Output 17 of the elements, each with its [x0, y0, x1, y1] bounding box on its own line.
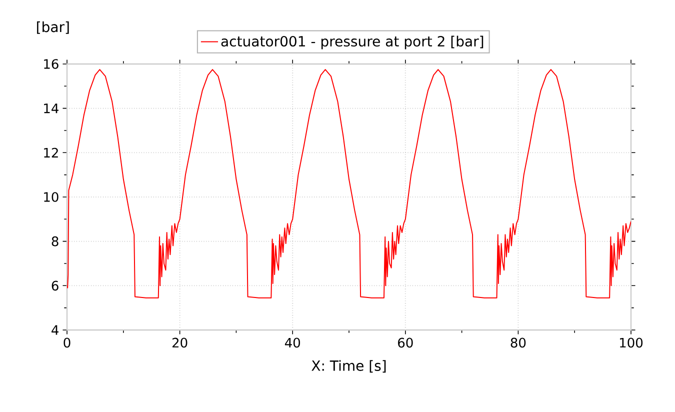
y-tick-label: 8: [52, 236, 58, 246]
x-tick-label: 100: [620, 338, 643, 348]
y-tick-label: 14: [44, 104, 58, 114]
y-axis-title: [bar]: [37, 21, 69, 34]
x-tick-label: 80: [510, 338, 526, 348]
x-tick-label: 0: [64, 338, 70, 348]
y-tick-label: 10: [44, 192, 58, 202]
y-tick-label: 16: [44, 59, 58, 69]
y-tick-label: 6: [52, 280, 58, 291]
x-tick-label: 20: [172, 338, 188, 348]
x-tick-label: 60: [398, 338, 413, 348]
x-tick-label: 40: [284, 338, 300, 348]
legend-label: actuator001 - pressure at port 2 [bar]: [221, 36, 484, 50]
line-series: [67, 69, 631, 298]
y-tick-label: 12: [44, 148, 58, 158]
y-tick-label: 4: [52, 325, 58, 335]
x-axis-title: X: Time [s]: [312, 360, 386, 373]
